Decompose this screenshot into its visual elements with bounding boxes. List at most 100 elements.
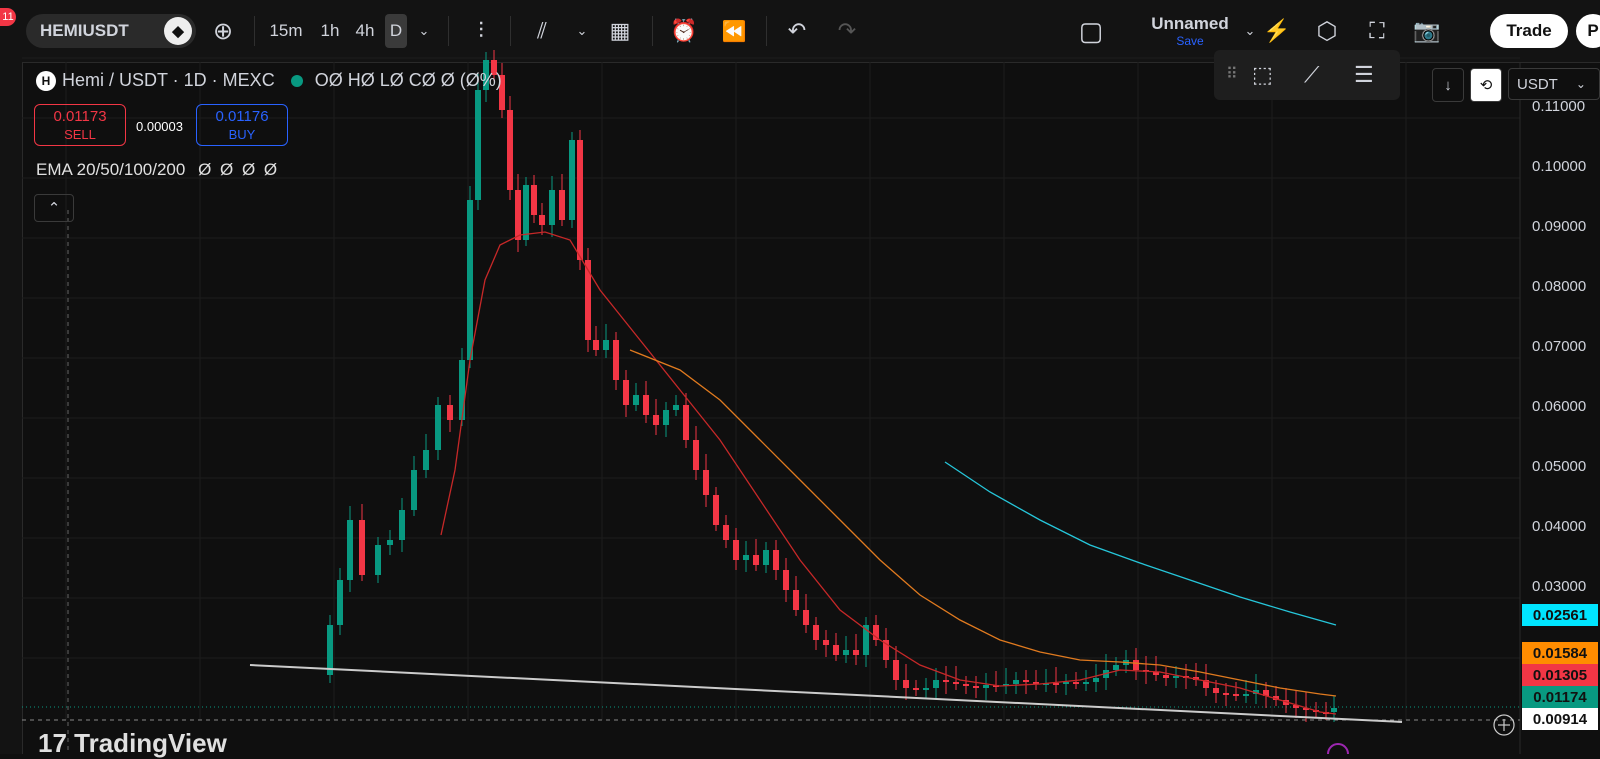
candle-body — [507, 110, 513, 190]
settings-lines-icon[interactable]: ☰ — [1354, 62, 1374, 87]
candle-body — [943, 680, 949, 682]
candle-body — [585, 260, 591, 340]
scroll-down-icon[interactable]: ↓ — [1432, 68, 1464, 102]
redo-icon[interactable]: ↷ — [837, 18, 857, 43]
candle-body — [459, 360, 465, 420]
candle-body — [603, 340, 609, 350]
candle-body — [953, 682, 959, 684]
price-tag: 0.01174 — [1522, 686, 1598, 708]
settings-gear-icon[interactable]: ⬡ — [1316, 17, 1338, 45]
candle-body — [1133, 660, 1139, 670]
chevron-up-icon: ⌃ — [47, 200, 61, 217]
trendline-tool-icon[interactable]: ⟋ — [1304, 62, 1320, 87]
divider — [448, 16, 449, 46]
candle-body — [973, 686, 979, 688]
candle-body — [1233, 694, 1239, 696]
top-toolbar: 11 HEMIUSDT ◆ ⊕ 15m 1h 4h D ⌄ ⫶ ⫽ ⌄ ▦ ⏰ … — [0, 0, 1600, 63]
interval-1h[interactable]: 1h — [320, 21, 340, 40]
left-drawing-toolbar[interactable] — [0, 62, 23, 754]
price-axis-label: 0.07000 — [1532, 338, 1587, 355]
candle-body — [643, 395, 649, 415]
symbol-search-button[interactable]: HEMIUSDT ◆ — [26, 14, 196, 48]
candle-body — [693, 440, 699, 470]
candle-body — [1013, 680, 1019, 684]
candle-body — [435, 405, 441, 450]
price-tag: 0.01305 — [1522, 664, 1598, 686]
add-symbol-icon[interactable]: ⊕ — [212, 17, 234, 45]
candle-body — [577, 140, 583, 260]
quick-search-icon[interactable]: ⚡ — [1263, 18, 1291, 43]
candle-body — [883, 640, 889, 660]
divider — [510, 16, 511, 46]
save-label[interactable]: Save — [1176, 34, 1204, 48]
candle-body — [1193, 677, 1199, 680]
interval-4h[interactable]: 4h — [355, 21, 375, 40]
candle-body — [623, 380, 629, 405]
candle-body — [983, 685, 989, 688]
currency-selector[interactable]: USDT ⌄ — [1508, 68, 1600, 100]
trade-button[interactable]: Trade — [1490, 14, 1568, 48]
candle-body — [713, 495, 719, 525]
replay-icon[interactable]: ⏪ — [721, 20, 747, 43]
indicators-icon[interactable]: ⫽ — [537, 18, 547, 43]
layout-name: Unnamed — [1151, 14, 1229, 33]
candle-body — [569, 140, 575, 220]
templates-grid-icon[interactable]: ▦ — [609, 18, 631, 43]
candle-body — [793, 590, 799, 610]
interval-15m[interactable]: 15m — [269, 21, 303, 40]
price-axis-label: 0.04000 — [1532, 518, 1587, 535]
price-tag: 0.02561 — [1522, 604, 1598, 626]
candle-body — [539, 215, 545, 225]
candle-body — [491, 60, 497, 75]
candle-body — [1153, 672, 1159, 675]
legend-pair[interactable]: Hemi / USDT · 1D · MEXC — [62, 70, 275, 90]
candle-body — [763, 550, 769, 565]
candle-body — [1113, 665, 1119, 670]
candle-body — [1331, 708, 1337, 712]
auto-scale-icon[interactable]: ⟲ — [1470, 68, 1502, 102]
collapse-legend-button[interactable]: ⌃ — [34, 194, 74, 222]
camera-icon[interactable]: 📷 — [1413, 18, 1441, 43]
candle-body — [893, 660, 899, 680]
candle-body — [663, 410, 669, 425]
chevron-down-icon[interactable]: ⌄ — [418, 23, 430, 38]
ema-label: EMA 20/50/100/200 — [36, 160, 186, 179]
candle-body — [1263, 690, 1269, 696]
candle-body — [515, 190, 521, 240]
candle-body — [1173, 676, 1179, 678]
candle-body — [483, 60, 489, 90]
candles-icon[interactable]: ⫶ — [478, 18, 484, 43]
tv-mark-icon: 17 — [38, 728, 75, 758]
symbol-legend: H Hemi / USDT · 1D · MEXC OØ HØ LØ CØ Ø … — [36, 70, 502, 91]
publish-button[interactable]: P — [1576, 14, 1600, 48]
chevron-down-icon[interactable]: ⌄ — [576, 23, 588, 38]
notification-badge[interactable]: 11 — [0, 8, 16, 26]
buy-button[interactable]: 0.01176 BUY — [196, 104, 288, 146]
candle-body — [843, 650, 849, 655]
event-marker-icon — [1327, 743, 1349, 754]
candle-body — [1243, 694, 1249, 696]
undo-icon[interactable]: ↶ — [787, 18, 807, 43]
candle-body — [723, 525, 729, 540]
candle-body — [773, 550, 779, 570]
currency-label: USDT — [1517, 75, 1558, 93]
candle-body — [447, 405, 453, 420]
drag-handle-icon[interactable]: ⠿ — [1226, 66, 1238, 83]
diamond-icon[interactable]: ◆ — [164, 17, 192, 45]
sell-button[interactable]: 0.01173 SELL — [34, 104, 126, 146]
ema-legend[interactable]: EMA 20/50/100/200 Ø Ø Ø Ø — [36, 160, 279, 180]
candle-body — [743, 555, 749, 560]
price-axis-label: 0.03000 — [1532, 578, 1587, 595]
layout-name-button[interactable]: Unnamed Save — [1144, 14, 1236, 48]
rectangle-tool-icon[interactable]: ⬚ — [1252, 62, 1273, 87]
axis-plus-icon — [1493, 714, 1515, 736]
fullscreen-icon[interactable]: ⛶ — [1369, 18, 1385, 43]
interval-d[interactable]: D — [385, 14, 407, 48]
chevron-down-icon[interactable]: ⌄ — [1244, 23, 1256, 38]
layout-square-icon[interactable]: ▢ — [1078, 15, 1104, 46]
price-axis-label: 0.09000 — [1532, 218, 1587, 235]
alert-clock-icon[interactable]: ⏰ — [670, 18, 698, 43]
candle-body — [399, 510, 405, 540]
divider — [254, 16, 255, 46]
